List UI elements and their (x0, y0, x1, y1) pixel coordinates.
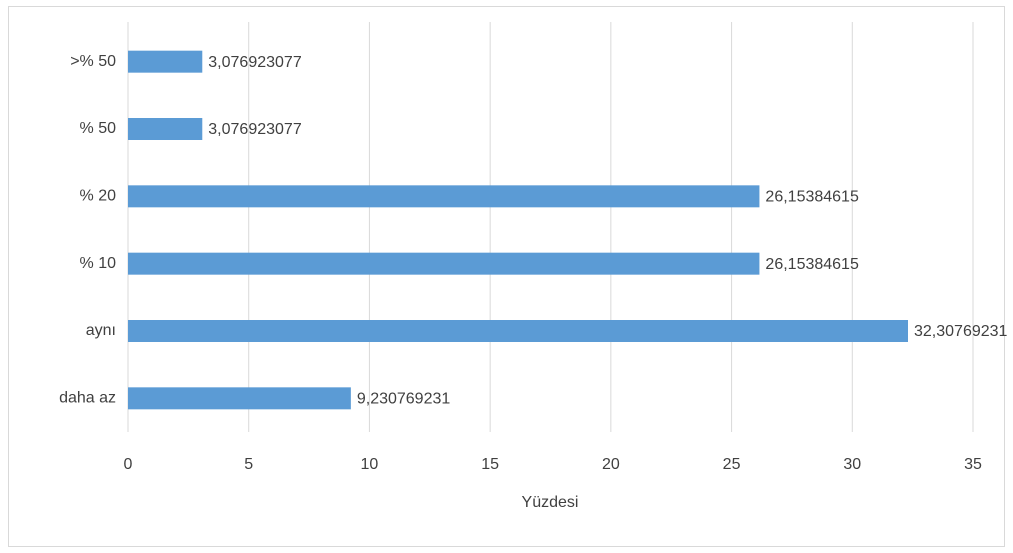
x-tick-label: 10 (361, 456, 379, 473)
data-label: 26,15384615 (765, 256, 859, 273)
x-tick-label: 30 (843, 456, 861, 473)
x-tick-label: 20 (602, 456, 620, 473)
bar (128, 118, 203, 140)
bar (128, 320, 908, 342)
chart-border (8, 6, 1005, 547)
x-tick-label: 25 (723, 456, 741, 473)
x-tick-label: 5 (244, 456, 253, 473)
y-tick-label: % 20 (80, 188, 117, 205)
bar (128, 387, 351, 410)
x-tick-label: 0 (124, 456, 133, 473)
bar (128, 50, 203, 73)
y-tick-label: daha az (59, 390, 116, 407)
bar (128, 252, 760, 275)
x-tick-label: 15 (481, 456, 499, 473)
data-label: 3,076923077 (208, 54, 302, 71)
data-label: 26,15384615 (765, 189, 859, 206)
data-label: 3,076923077 (208, 121, 302, 138)
y-tick-label: % 50 (80, 120, 117, 137)
x-tick-label: 35 (964, 456, 982, 473)
x-axis-title: Yüzdesi (522, 494, 579, 511)
y-tick-label: >% 50 (70, 53, 116, 70)
y-tick-label: aynı (86, 322, 116, 339)
bar (128, 185, 760, 208)
data-label: 32,30769231 (914, 323, 1008, 340)
data-label: 9,230769231 (357, 391, 451, 408)
y-tick-label: % 10 (80, 255, 117, 272)
